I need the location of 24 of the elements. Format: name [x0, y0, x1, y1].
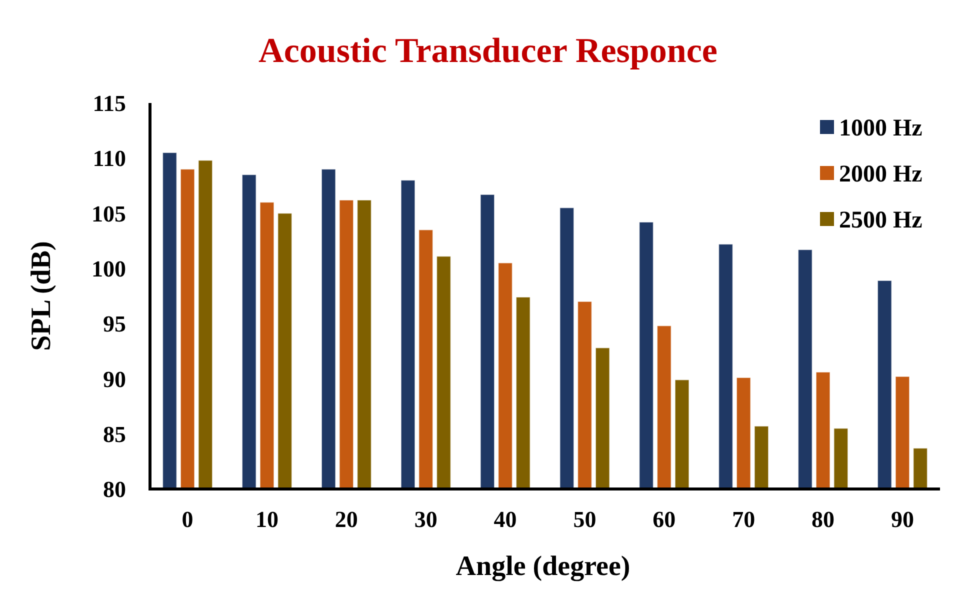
y-tick-label: 100 — [92, 256, 126, 282]
legend-label: 1000 Hz — [839, 115, 923, 142]
x-tick-label: 10 — [255, 507, 278, 532]
x-tick-label: 0 — [182, 507, 194, 532]
x-tick-label: 70 — [732, 507, 756, 532]
y-axis-title: SPL (dB) — [26, 241, 57, 351]
x-tick-label: 60 — [652, 507, 676, 532]
y-tick-label: 115 — [92, 91, 126, 116]
x-tick-label: 50 — [573, 507, 596, 532]
x-tick-label: 40 — [494, 507, 517, 532]
x-tick-label: 90 — [890, 507, 914, 532]
x-tick-label: 30 — [414, 507, 438, 532]
x-tick-label: 20 — [334, 507, 358, 532]
y-tick-label: 110 — [92, 146, 126, 172]
legend-label: 2500 Hz — [839, 207, 923, 234]
y-tick-label: 90 — [103, 366, 126, 392]
y-tick-label: 80 — [103, 477, 126, 502]
x-tick-label: 80 — [812, 507, 835, 532]
legend-label: 2000 Hz — [839, 161, 923, 188]
x-axis-title: Angle (degree) — [456, 550, 630, 582]
y-tick-label: 95 — [103, 312, 126, 337]
y-tick-label: 85 — [103, 422, 126, 447]
chart-title: Acoustic Transducer Responce — [258, 31, 718, 70]
y-tick-label: 105 — [92, 201, 126, 226]
